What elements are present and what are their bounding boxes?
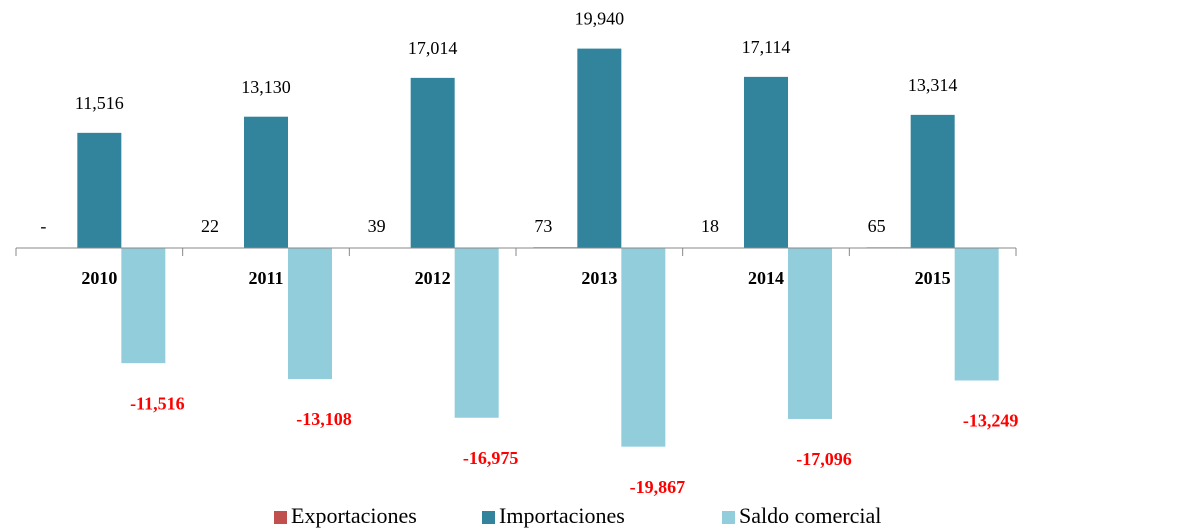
bar — [577, 48, 622, 248]
legend-label: Exportaciones — [291, 503, 417, 528]
legend-label: Saldo comercial — [739, 503, 881, 528]
bar — [788, 248, 832, 419]
data-label: 18 — [701, 216, 719, 236]
x-tick-label: 2012 — [415, 268, 451, 288]
data-label: 65 — [868, 216, 886, 236]
data-label: 17,114 — [742, 37, 791, 57]
legend-swatch — [274, 511, 287, 524]
data-label: -13,108 — [296, 409, 352, 429]
bar — [454, 248, 499, 418]
data-label: -11,516 — [130, 393, 185, 413]
bar — [621, 248, 666, 447]
bar — [244, 116, 288, 248]
legend-swatch — [722, 511, 735, 524]
x-tick-label: 2015 — [915, 268, 951, 288]
bar — [288, 248, 332, 380]
bar — [77, 132, 122, 248]
data-label: 39 — [368, 216, 386, 236]
data-label: 17,014 — [408, 38, 458, 58]
bar — [910, 114, 955, 248]
data-label: 13,314 — [908, 75, 958, 95]
data-label: -19,867 — [630, 477, 686, 497]
bar — [954, 248, 999, 381]
legend-label: Importaciones — [499, 503, 625, 528]
x-tick-label: 2014 — [748, 268, 784, 288]
data-label: -16,975 — [463, 448, 519, 468]
bar — [744, 76, 788, 248]
data-label: 11,516 — [75, 93, 124, 113]
data-label: 73 — [534, 216, 552, 236]
x-tick-label: 2013 — [581, 268, 617, 288]
bar — [410, 77, 455, 248]
bar — [121, 248, 166, 364]
data-label: 22 — [201, 216, 219, 236]
x-tick-label: 2011 — [248, 268, 283, 288]
data-label: 19,940 — [575, 9, 625, 29]
data-label: -17,096 — [796, 449, 852, 469]
data-label: 13,130 — [241, 77, 291, 97]
data-label: - — [40, 216, 46, 236]
data-label: -13,249 — [963, 411, 1019, 431]
legend-swatch — [482, 511, 495, 524]
x-tick-label: 2010 — [81, 268, 117, 288]
